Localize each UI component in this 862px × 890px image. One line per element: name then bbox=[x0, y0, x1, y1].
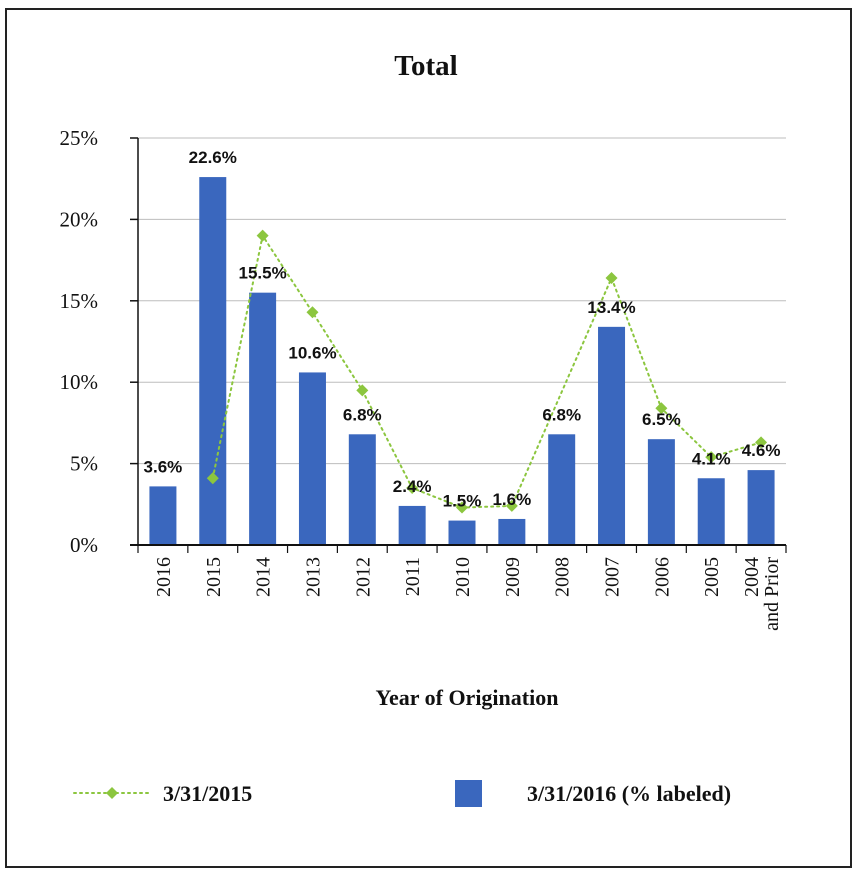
line-point bbox=[256, 229, 269, 242]
x-tick-label-text: 2006 bbox=[651, 557, 673, 597]
data-label: 10.6% bbox=[288, 343, 336, 362]
bar bbox=[298, 372, 326, 545]
x-tick-label: 2006 bbox=[651, 557, 673, 597]
y-tick-labels: 0% 5% 10% 15% 20% 25% bbox=[60, 126, 99, 557]
bar bbox=[747, 470, 775, 545]
data-label: 1.6% bbox=[492, 490, 531, 509]
data-label: 6.8% bbox=[542, 405, 581, 424]
bar bbox=[348, 434, 376, 545]
line-point bbox=[206, 472, 219, 485]
x-tick-label-text: 2010 bbox=[452, 557, 474, 597]
chart-frame bbox=[5, 8, 852, 868]
x-tick-label-text: 2009 bbox=[502, 557, 524, 597]
x-tick-label-text: 2005 bbox=[701, 557, 723, 597]
y-tick-label: 20% bbox=[60, 207, 99, 231]
data-label: 1.5% bbox=[443, 492, 482, 511]
data-label: 15.5% bbox=[239, 264, 287, 283]
bar-series bbox=[149, 177, 775, 545]
bar bbox=[398, 505, 426, 545]
data-labels: 3.6% 22.6% 15.5% 10.6% 6.8% 2.4% 1.5% 1.6% 6.8% 1… bbox=[144, 148, 781, 511]
data-label: 4.6% bbox=[742, 441, 781, 460]
x-tick-label: 2015 bbox=[203, 557, 225, 597]
data-label: 6.8% bbox=[343, 405, 382, 424]
data-label: 3.6% bbox=[144, 457, 183, 476]
x-tick-label: 2005 bbox=[701, 557, 723, 597]
x-tick-label: 2012 bbox=[352, 557, 374, 597]
line-point bbox=[456, 501, 468, 514]
x-tick-label-text: 2013 bbox=[302, 557, 324, 597]
y-tick-label: 10% bbox=[60, 370, 99, 394]
line-point bbox=[655, 402, 668, 415]
y-tick-label: 15% bbox=[60, 289, 99, 313]
x-tick-label-text: 2014 bbox=[253, 557, 275, 597]
bar bbox=[149, 486, 177, 545]
x-tick-label-text: 2007 bbox=[602, 557, 624, 597]
bar bbox=[249, 292, 277, 545]
bar bbox=[448, 520, 476, 545]
bar bbox=[697, 478, 725, 545]
x-axis-label: Year of Origination bbox=[376, 685, 559, 710]
axes bbox=[130, 138, 787, 553]
chart-title: Total bbox=[394, 50, 457, 82]
x-tick-label-text: 2016 bbox=[153, 557, 175, 597]
legend-swatch-2016 bbox=[455, 780, 482, 807]
legend: 3/31/2015 3/31/2016 (% labeled) bbox=[73, 780, 731, 807]
bar bbox=[199, 177, 227, 545]
data-label: 22.6% bbox=[189, 148, 237, 167]
x-tick-labels: 2016 2015 2014 2013 2012 2011 2010 2009 2008 2007… bbox=[153, 557, 783, 631]
x-tick-label: 2010 bbox=[452, 557, 474, 597]
line-point bbox=[505, 499, 518, 512]
gridlines bbox=[130, 137, 786, 546]
bar bbox=[647, 439, 675, 545]
x-tick-label-text: 2011 bbox=[402, 557, 424, 596]
line-point bbox=[356, 384, 369, 397]
line-point bbox=[755, 436, 768, 449]
data-label: 2.4% bbox=[393, 477, 432, 496]
x-tick-label: 2007 bbox=[602, 557, 624, 597]
line-point bbox=[306, 306, 319, 319]
x-tick-label: 2014 bbox=[253, 557, 275, 597]
legend-marker-2015 bbox=[106, 787, 118, 799]
line-point bbox=[605, 272, 618, 285]
data-label: 4.1% bbox=[692, 449, 731, 468]
bar bbox=[498, 518, 526, 545]
x-tick-label-text: 2015 bbox=[203, 557, 225, 597]
x-tick-label-text: 2004 bbox=[741, 557, 763, 597]
data-label: 13.4% bbox=[587, 298, 635, 317]
x-tick-label: 2008 bbox=[552, 557, 574, 597]
data-label: 6.5% bbox=[642, 410, 681, 429]
y-tick-label: 5% bbox=[70, 452, 98, 476]
x-tick-label-text: 2008 bbox=[552, 557, 574, 597]
legend-label-2016: 3/31/2016 (% labeled) bbox=[527, 781, 731, 806]
y-tick-label: 25% bbox=[60, 126, 99, 150]
y-tick-label: 0% bbox=[70, 533, 98, 557]
x-tick-label: 2016 bbox=[153, 557, 175, 597]
line-point bbox=[406, 482, 419, 495]
line-point bbox=[705, 451, 718, 464]
x-tick-label-text: and Prior bbox=[761, 557, 783, 631]
line-series bbox=[206, 229, 768, 514]
bar bbox=[598, 326, 626, 545]
bar bbox=[548, 434, 576, 545]
x-tick-label: 2013 bbox=[302, 557, 324, 597]
x-tick-label-text: 2012 bbox=[352, 557, 374, 597]
legend-label-2015: 3/31/2015 bbox=[163, 781, 252, 806]
x-tick-label: 2009 bbox=[502, 557, 524, 597]
x-tick-label: 2011 bbox=[402, 557, 424, 596]
series-line-2015 bbox=[211, 233, 763, 509]
